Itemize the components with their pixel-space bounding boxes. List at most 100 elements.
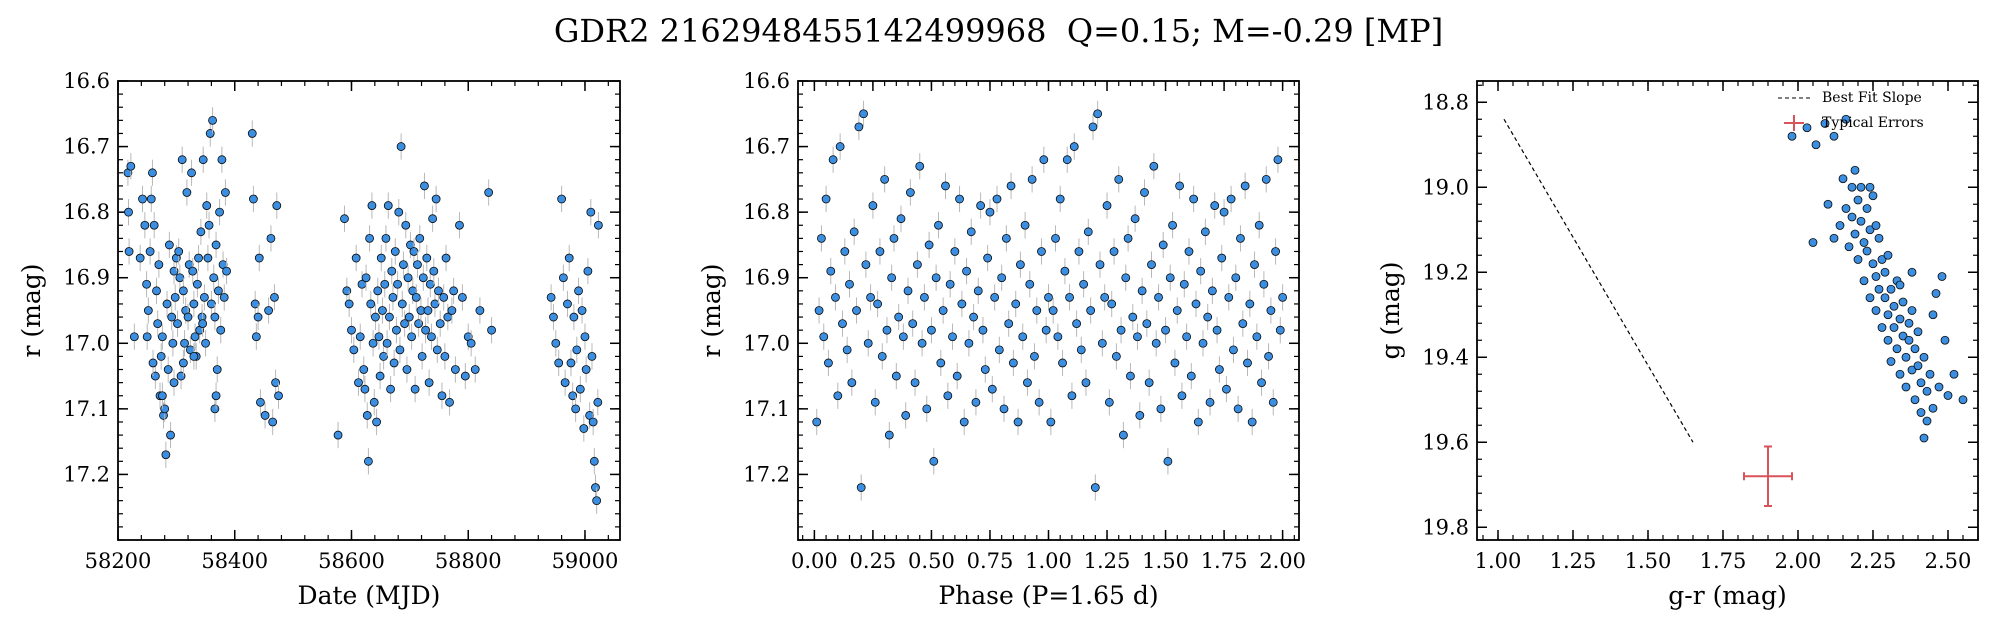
data-point: [1069, 142, 1079, 151]
data-point: [1850, 165, 1860, 175]
data-point: [1943, 391, 1953, 400]
data-point: [849, 227, 859, 237]
data-point: [162, 299, 172, 309]
data-point: [362, 411, 372, 420]
data-point: [1883, 250, 1893, 260]
data-point: [349, 345, 359, 355]
data-point: [271, 378, 281, 388]
x-tick-label: 1.50: [1625, 549, 1672, 573]
data-point: [1100, 292, 1110, 302]
data-point: [1901, 382, 1911, 392]
best-fit-line: [1503, 118, 1694, 443]
data-point: [1271, 247, 1280, 256]
data-point: [971, 397, 981, 407]
data-point: [1862, 246, 1872, 256]
data-point: [1107, 299, 1117, 309]
data-point: [994, 345, 1004, 355]
data-point: [410, 384, 420, 394]
y-tick-label: 16.9: [743, 266, 790, 290]
data-point: [912, 260, 922, 270]
data-point: [856, 483, 866, 492]
data-point: [901, 411, 911, 420]
data-point: [1072, 319, 1081, 329]
data-point: [249, 194, 258, 204]
data-point: [934, 220, 943, 230]
data-point: [1207, 286, 1217, 296]
data-point: [270, 292, 279, 302]
data-point: [1186, 371, 1196, 381]
data-point: [1853, 255, 1863, 264]
data-point: [1838, 174, 1848, 184]
data-point: [943, 391, 953, 401]
data-point: [210, 404, 220, 414]
data-point: [189, 351, 199, 361]
data-point: [1913, 327, 1923, 337]
data-point: [393, 279, 403, 289]
x-tick-label: 58200: [85, 549, 152, 573]
data-point: [1862, 204, 1872, 213]
data-point: [1268, 397, 1278, 407]
data-point: [554, 358, 564, 368]
data-point: [173, 319, 182, 329]
data-point: [1156, 404, 1166, 414]
data-point: [359, 365, 369, 374]
data-point: [174, 247, 184, 256]
data-point: [1913, 361, 1923, 371]
data-point: [250, 299, 260, 309]
data-point: [1217, 253, 1227, 263]
data-point: [372, 417, 381, 427]
data-point: [164, 240, 174, 250]
data-point: [1871, 221, 1881, 230]
data-point: [466, 338, 476, 348]
data-point: [1841, 204, 1851, 213]
panel-1: 58200 58400 58600 58800 59000 16.6 16.7 16.8 16.…: [17, 69, 621, 610]
data-point: [208, 115, 217, 125]
data-point: [1001, 233, 1011, 243]
data-point: [450, 365, 460, 374]
data-point: [203, 253, 213, 263]
x-tick-label: 1.75: [1700, 549, 1747, 573]
data-point: [1240, 181, 1250, 191]
data-point: [439, 292, 449, 302]
data-point: [1140, 188, 1149, 197]
data-point: [581, 365, 591, 374]
data-point: [148, 168, 157, 178]
data-point: [1886, 357, 1896, 366]
data-point: [211, 391, 221, 401]
data-point: [1889, 323, 1899, 332]
x-tick-label: 0.00: [791, 549, 838, 573]
data-point: [1811, 140, 1821, 150]
data-point: [333, 430, 343, 440]
data-point: [894, 312, 904, 322]
data-point: [1229, 345, 1238, 355]
data-point: [387, 266, 397, 276]
data-point: [428, 214, 438, 224]
data-point: [487, 325, 496, 335]
data-point: [593, 397, 603, 407]
data-point: [1165, 273, 1175, 283]
data-point: [188, 266, 198, 276]
data-point: [124, 247, 134, 256]
data-point: [437, 391, 447, 401]
data-point: [861, 260, 871, 270]
data-point: [484, 188, 494, 197]
data-point: [422, 253, 432, 263]
data-point: [1916, 378, 1926, 388]
data-point: [866, 292, 875, 302]
x-axis-label: Phase (P=1.65 d): [938, 581, 1158, 610]
x-tick-label: 58400: [201, 549, 268, 573]
data-point: [917, 338, 927, 348]
data-point: [1109, 247, 1119, 256]
data-point: [1170, 358, 1180, 368]
data-point: [1006, 181, 1016, 191]
data-point: [415, 233, 425, 243]
x-tick-label: 1.00: [1025, 549, 1072, 573]
data-point: [1039, 155, 1049, 165]
data-point: [1907, 365, 1917, 375]
data-point: [1215, 365, 1224, 374]
data-point: [985, 207, 995, 217]
data-point: [927, 325, 936, 335]
data-point: [215, 207, 224, 217]
data-point: [1787, 131, 1797, 141]
data-point: [574, 286, 583, 296]
